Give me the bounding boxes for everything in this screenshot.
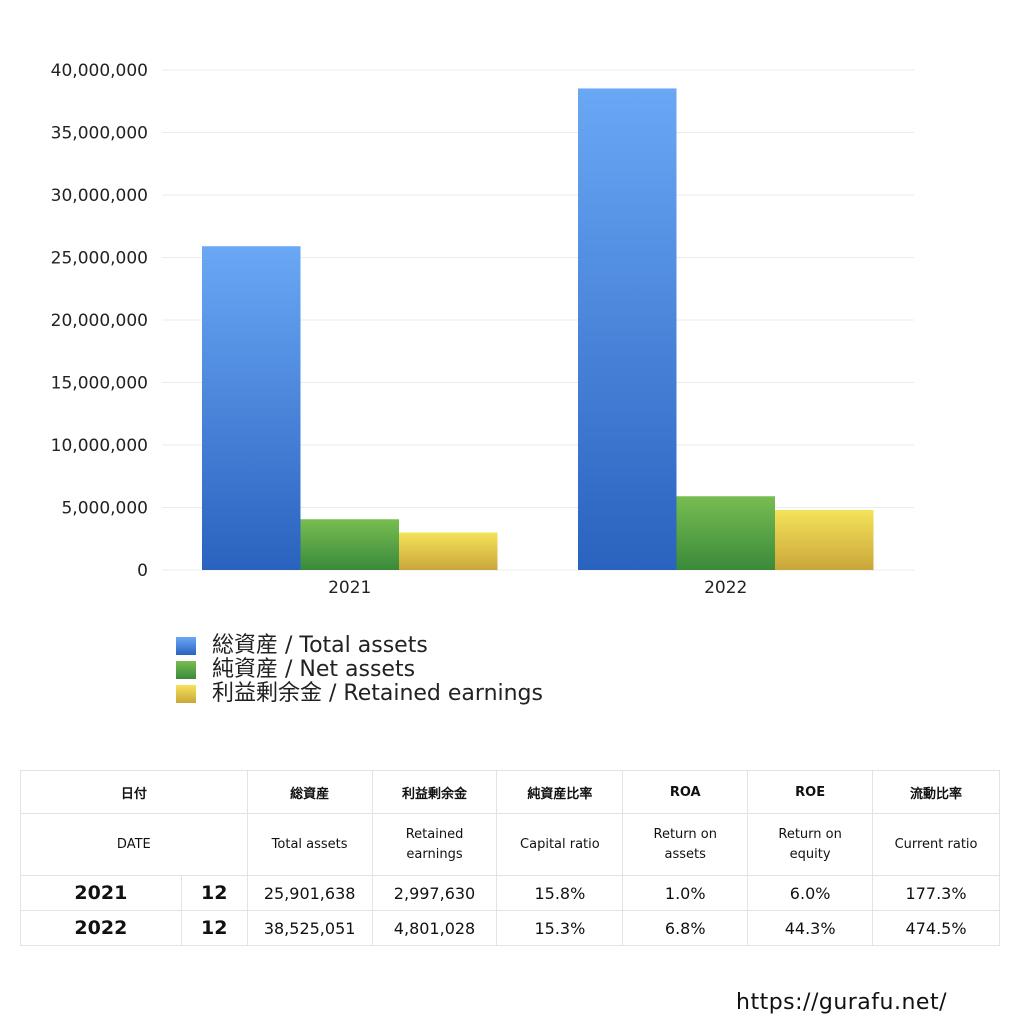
y-tick-label: 10,000,000	[51, 436, 148, 456]
legend-label: 利益剰余金 / Retained earnings	[212, 681, 543, 706]
row-retained-earnings: 4,801,028	[371, 910, 498, 946]
header-row-en: DATE Total assets Retained earnings Capi…	[20, 813, 1000, 876]
row-year: 2022	[20, 910, 182, 946]
bar-2021-series-2	[399, 532, 498, 570]
y-axis-ticks: 0 5,000,000 10,000,000 15,000,000 20,000,000…	[51, 61, 148, 581]
row-roe: 6.0%	[747, 875, 874, 911]
bar-2022-series-2	[775, 509, 874, 570]
row-year: 2021	[20, 875, 182, 911]
row-current-ratio: 177.3%	[872, 875, 1000, 911]
bar-2021-series-1	[300, 519, 399, 570]
header-roa-jp: ROA	[622, 770, 749, 814]
row-month: 12	[180, 875, 248, 911]
y-tick-label: 30,000,000	[51, 186, 148, 206]
header-roe-en-text: Return on equity	[778, 826, 842, 862]
header-capital-ratio-jp: 純資産比率	[496, 770, 624, 814]
row-roa: 6.8%	[622, 910, 749, 946]
bar-2022-series-1	[676, 496, 775, 570]
row-capital-ratio: 15.8%	[496, 875, 624, 911]
y-tick-label: 15,000,000	[51, 374, 148, 394]
x-axis-labels: 2021 2022	[328, 578, 747, 598]
header-roe-en: Return on equity	[747, 813, 874, 876]
header-total-assets-jp: 総資産	[246, 770, 373, 814]
legend-label: 総資産 / Total assets	[212, 633, 428, 658]
legend-item-total-assets: 総資産 / Total assets	[176, 634, 543, 658]
header-row-jp: 日付 総資産 利益剰余金 純資産比率 ROA ROE 流動比率	[20, 770, 1000, 814]
header-retained-earnings-en-text: Retained earnings	[405, 826, 464, 862]
y-tick-label: 40,000,000	[51, 61, 148, 81]
legend-label: 純資産 / Net assets	[212, 657, 416, 682]
bar-chart: 0 5,000,000 10,000,000 15,000,000 20,000,000…	[51, 61, 914, 598]
header-retained-earnings-jp: 利益剰余金	[371, 770, 498, 814]
bar-2022-series-0	[578, 88, 677, 570]
legend: 総資産 / Total assets 純資産 / Net assets 利益剰余…	[176, 634, 543, 706]
header-total-assets-en: Total assets	[246, 813, 373, 876]
legend-swatch-total-assets	[176, 637, 196, 655]
header-capital-ratio-en: Capital ratio	[496, 813, 624, 876]
table-row: 2021 12 25,901,638 2,997,630 15.8% 1.0% …	[20, 875, 1000, 911]
x-tick-label: 2022	[704, 578, 747, 598]
header-retained-earnings-en: Retained earnings	[371, 813, 498, 876]
header-roe-jp: ROE	[747, 770, 874, 814]
row-retained-earnings: 2,997,630	[371, 875, 498, 911]
table-row: 2022 12 38,525,051 4,801,028 15.3% 6.8% …	[20, 910, 1000, 946]
y-tick-label: 20,000,000	[51, 311, 148, 331]
legend-swatch-net-assets	[176, 661, 196, 679]
row-total-assets: 25,901,638	[246, 875, 373, 911]
y-tick-label: 5,000,000	[61, 499, 148, 519]
header-date-jp: 日付	[20, 770, 248, 814]
row-capital-ratio: 15.3%	[496, 910, 624, 946]
header-roa-en-text: Return on assets	[653, 826, 717, 862]
x-tick-label: 2021	[328, 578, 371, 598]
y-tick-label: 0	[137, 561, 148, 581]
header-date-en: DATE	[20, 813, 248, 876]
row-total-assets: 38,525,051	[246, 910, 373, 946]
y-tick-label: 25,000,000	[51, 249, 148, 269]
bar-2021-series-0	[202, 246, 301, 570]
legend-swatch-retained-earnings	[176, 685, 196, 703]
header-roa-en: Return on assets	[622, 813, 749, 876]
legend-item-retained-earnings: 利益剰余金 / Retained earnings	[176, 682, 543, 706]
header-current-ratio-jp: 流動比率	[872, 770, 1000, 814]
legend-item-net-assets: 純資産 / Net assets	[176, 658, 543, 682]
site-url: https://gurafu.net/	[736, 990, 947, 1015]
summary-table: 日付 総資産 利益剰余金 純資産比率 ROA ROE 流動比率 DATE Tot…	[20, 770, 1000, 946]
row-current-ratio: 474.5%	[872, 910, 1000, 946]
row-month: 12	[180, 910, 248, 946]
row-roe: 44.3%	[747, 910, 874, 946]
row-roa: 1.0%	[622, 875, 749, 911]
header-current-ratio-en: Current ratio	[872, 813, 1000, 876]
bars	[202, 88, 874, 570]
y-tick-label: 35,000,000	[51, 124, 148, 144]
